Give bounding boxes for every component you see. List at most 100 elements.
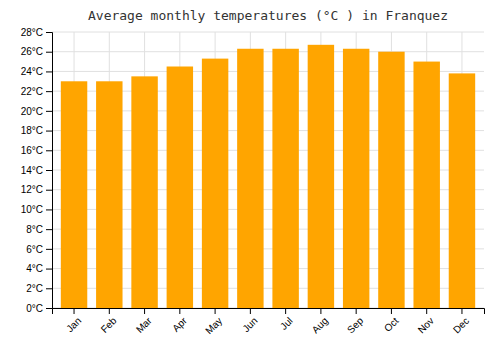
bar	[378, 52, 404, 308]
y-tick-mark	[46, 150, 52, 151]
bar	[61, 81, 87, 308]
bars	[61, 45, 475, 308]
y-tick-label: 22°C	[21, 86, 43, 97]
x-tick: Jun	[240, 308, 259, 334]
x-tick: Aug	[310, 308, 330, 335]
x-tick: Nov	[416, 308, 436, 335]
x-tick-label: Nov	[416, 315, 436, 335]
y-tick: 10°C	[21, 204, 52, 215]
y-tick-mark	[46, 229, 52, 230]
x-tick: Jan	[64, 308, 83, 334]
y-tick: 14°C	[21, 165, 52, 176]
x-axis: Jan Feb Mar Apr May Jun Jul Aug Sep Oct Nov Dec	[53, 308, 485, 336]
y-tick-mark	[46, 170, 52, 171]
y-tick: 8°C	[26, 224, 52, 235]
y-tick-mark	[46, 32, 52, 33]
x-tick-label: Oct	[382, 315, 401, 334]
y-tick-mark	[46, 190, 52, 191]
x-tick-mark	[109, 308, 110, 314]
x-tick: Dec	[451, 308, 471, 335]
bar	[96, 81, 122, 308]
bar	[272, 49, 298, 308]
y-tick: 0°C	[26, 303, 52, 314]
y-grid-line	[52, 51, 484, 52]
y-tick-mark	[46, 209, 52, 210]
y-tick: 6°C	[26, 244, 52, 255]
y-tick-label: 8°C	[26, 224, 43, 235]
x-tick-mark	[461, 308, 462, 314]
title: Average monthly temperatures (°C ) in Fr…	[88, 8, 448, 23]
y-tick: 2°C	[26, 283, 52, 294]
y-tick-mark	[46, 52, 52, 53]
x-tick: Jul	[278, 308, 295, 332]
y-axis-line	[46, 33, 53, 309]
y-tick-label: 28°C	[21, 27, 43, 38]
y-tick-label: 0°C	[26, 303, 43, 314]
y-tick-mark	[46, 71, 52, 72]
bar	[343, 49, 369, 308]
x-tick: Oct	[382, 308, 401, 334]
y-tick-mark	[46, 111, 52, 112]
y-tick-label: 6°C	[26, 244, 43, 255]
x-tick: Feb	[99, 308, 119, 335]
y-tick-mark	[46, 288, 52, 289]
y-axis: 0°C 2°C 4°C 6°C 8°C 10°C 12°C 14°C 16°C 18°C 20°C 2…	[21, 27, 53, 314]
y-tick: 12°C	[21, 184, 52, 195]
x-tick-mark	[179, 308, 180, 314]
grid	[52, 32, 484, 308]
y-tick-label: 16°C	[21, 145, 43, 156]
y-tick: 4°C	[26, 263, 52, 274]
x-tick-mark	[285, 308, 286, 314]
y-tick: 22°C	[21, 86, 52, 97]
x-tick-label: Feb	[99, 315, 119, 335]
y-tick-mark	[46, 269, 52, 270]
y-tick: 20°C	[21, 106, 52, 117]
x-tick-mark	[426, 308, 427, 314]
y-tick-label: 10°C	[21, 204, 43, 215]
x-tick: Mar	[134, 308, 154, 335]
bar	[413, 62, 439, 308]
x-tick-mark	[250, 308, 251, 314]
x-tick: Sep	[345, 308, 366, 335]
y-tick-mark	[46, 131, 52, 132]
x-tick-label: Dec	[451, 315, 471, 335]
y-tick-mark	[46, 91, 52, 92]
bar	[237, 49, 263, 308]
x-tick: May	[203, 308, 224, 336]
y-tick-mark	[46, 249, 52, 250]
y-tick: 26°C	[21, 46, 52, 57]
x-tick-label: Jul	[278, 315, 295, 332]
x-tick-mark	[356, 308, 357, 314]
y-tick-label: 2°C	[26, 283, 43, 294]
x-tick-label: Sep	[345, 315, 366, 336]
x-axis-line	[53, 309, 485, 315]
x-tick-label: Jun	[240, 315, 259, 334]
x-tick-label: Jan	[64, 315, 83, 334]
x-tick-mark	[215, 308, 216, 314]
bar	[308, 45, 334, 308]
y-tick: 16°C	[21, 145, 52, 156]
bar	[131, 76, 157, 308]
x-tick-label: Aug	[310, 315, 330, 335]
y-tick-label: 4°C	[26, 263, 43, 274]
bar	[167, 67, 193, 309]
x-tick-mark	[144, 308, 145, 314]
y-tick-mark	[46, 308, 52, 309]
x-tick-mark	[391, 308, 392, 314]
y-tick-label: 18°C	[21, 125, 43, 136]
y-grid-line	[52, 32, 484, 33]
y-tick-label: 12°C	[21, 184, 43, 195]
x-tick-label: May	[203, 315, 224, 336]
y-tick-label: 24°C	[21, 66, 43, 77]
bar	[202, 59, 228, 308]
x-tick: Apr	[170, 308, 189, 334]
x-tick-mark	[320, 308, 321, 314]
y-tick: 18°C	[21, 125, 52, 136]
y-tick-label: 14°C	[21, 165, 43, 176]
chart: 0°C 2°C 4°C 6°C 8°C 10°C 12°C 14°C 16°C 18°C 20°C 2…	[0, 0, 500, 350]
y-tick-label: 20°C	[21, 106, 43, 117]
y-tick: 28°C	[21, 27, 52, 38]
x-tick-label: Apr	[170, 315, 189, 334]
y-tick-label: 26°C	[21, 46, 43, 57]
x-tick-mark	[74, 308, 75, 314]
